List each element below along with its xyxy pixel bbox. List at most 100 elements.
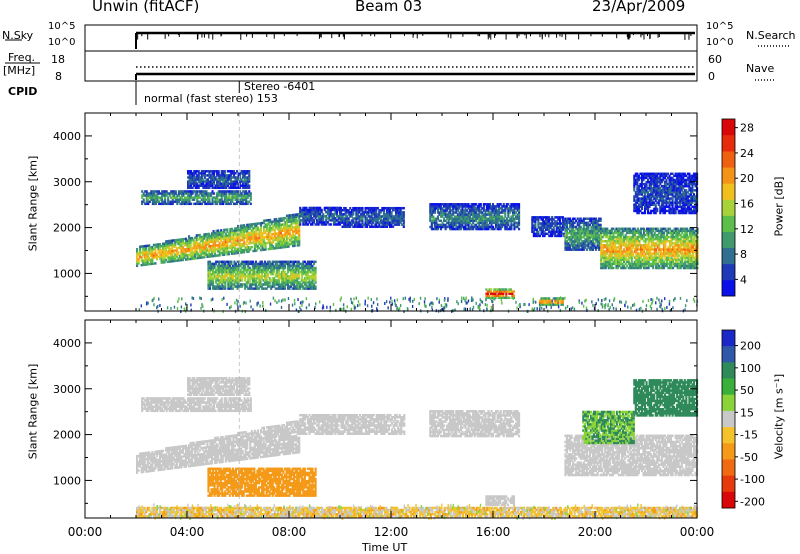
power-echo-cell <box>429 219 432 223</box>
power-echo-cell <box>243 242 246 246</box>
power-echo-cell <box>207 270 210 274</box>
power-echo-cell <box>558 226 561 229</box>
power-echo-cell <box>154 247 157 251</box>
power-echo-cell <box>587 234 590 237</box>
power-echo-cell <box>298 231 301 235</box>
power-echo-cell <box>630 242 633 245</box>
power-echo-cell <box>455 205 458 208</box>
power-echo-cell <box>340 221 343 224</box>
power-echo-cell <box>543 234 546 238</box>
power-echo-cell <box>618 260 621 264</box>
power-echo-cell <box>311 212 314 216</box>
power-echo-cell <box>372 206 375 210</box>
power-echo-cell <box>200 239 203 243</box>
power-echo-cell <box>180 248 183 252</box>
power-echo-cell <box>208 277 212 280</box>
power-echo-cell <box>180 240 183 243</box>
power-echo-cell <box>265 279 268 282</box>
power-echo-cell <box>246 238 249 241</box>
power-echo-cell <box>450 213 453 216</box>
power-echo-cell <box>635 237 638 241</box>
power-echo-cell <box>236 275 239 278</box>
power-echo-cell <box>157 247 160 250</box>
power-echo-cell <box>646 262 649 266</box>
power-echo-cell <box>604 235 607 239</box>
power-echo-cell <box>470 211 473 214</box>
power-echo-cell <box>146 244 149 248</box>
power-echo-cell <box>367 221 370 224</box>
power-echo-cell <box>143 257 146 260</box>
power-echo-cell <box>164 190 167 193</box>
power-echo-cell <box>279 244 282 247</box>
power-echo-cell <box>267 227 270 230</box>
power-echo-cell <box>624 233 627 237</box>
power-echo-cell <box>210 272 213 276</box>
power-echo-cell <box>235 251 238 255</box>
power-echo-cell <box>331 219 334 222</box>
power-echo-cell <box>241 279 244 282</box>
power-echo-cell <box>171 260 174 263</box>
power-echo-cell <box>156 198 159 201</box>
power-echo-cell <box>271 279 274 282</box>
power-echo-cell <box>607 248 610 251</box>
power-echo-cell <box>615 239 618 243</box>
power-echo-cell <box>369 221 372 224</box>
power-echo-cell <box>378 223 381 226</box>
power-echo-cell <box>496 219 499 223</box>
power-echo-cell <box>337 214 340 218</box>
power-echo-cell <box>444 203 447 206</box>
power-echo-cell <box>235 239 238 242</box>
power-echo-cell <box>604 252 607 255</box>
power-echo-cell <box>300 275 303 278</box>
power-echo-cell <box>228 170 231 173</box>
power-echo-cell <box>487 209 490 212</box>
power-echo-cell <box>585 223 588 227</box>
power-echo-cell <box>452 207 455 210</box>
power-echo-cell <box>218 287 221 290</box>
power-echo-cell <box>223 182 226 185</box>
power-echo-cell <box>226 244 229 248</box>
power-echo-cell <box>166 256 169 259</box>
power-echo-cell <box>314 214 317 218</box>
power-echo-cell <box>169 256 172 259</box>
power-echo-cell <box>469 211 472 214</box>
power-echo-cell <box>283 272 287 276</box>
power-echo-cell <box>251 272 254 276</box>
power-echo-cell <box>206 198 210 201</box>
power-echo-cell <box>216 186 219 190</box>
power-echo-cell <box>268 277 271 280</box>
power-echo-cell <box>484 213 487 216</box>
power-echo-cell <box>213 176 216 179</box>
power-echo-cell <box>244 260 247 264</box>
power-echo-cell <box>305 285 308 288</box>
power-echo-cell <box>624 258 627 261</box>
power-echo-cell <box>208 182 211 185</box>
power-echo-cell <box>537 216 540 219</box>
power-echo-cell <box>329 206 332 210</box>
power-echo-cell <box>469 225 472 229</box>
power-echo-cell <box>195 250 198 254</box>
power-echo-cell <box>647 266 650 270</box>
power-echo-cell <box>239 174 242 177</box>
power-echo-cell <box>317 217 320 220</box>
power-echo-cell <box>154 202 157 206</box>
power-echo-cell <box>136 262 139 265</box>
power-echo-cell <box>187 176 190 179</box>
power-echo-cell <box>142 192 145 195</box>
power-echo-cell <box>615 264 618 268</box>
power-echo-cell <box>349 213 352 216</box>
power-echo-cell <box>286 264 290 268</box>
power-echo-cell <box>214 198 217 201</box>
power-echo-cell <box>633 227 636 231</box>
power-echo-cell <box>293 281 296 284</box>
power-echo-cell <box>181 242 185 245</box>
power-echo-cell <box>367 209 370 212</box>
power-echo-cell <box>296 242 299 245</box>
power-echo-cell <box>145 255 148 258</box>
power-echo-cell <box>184 250 188 253</box>
power-echo-cell <box>261 246 264 250</box>
power-echo-cell <box>329 219 332 222</box>
power-echo-cell <box>609 235 612 239</box>
power-echo-cell <box>280 277 283 280</box>
power-echo-cell <box>328 212 331 216</box>
